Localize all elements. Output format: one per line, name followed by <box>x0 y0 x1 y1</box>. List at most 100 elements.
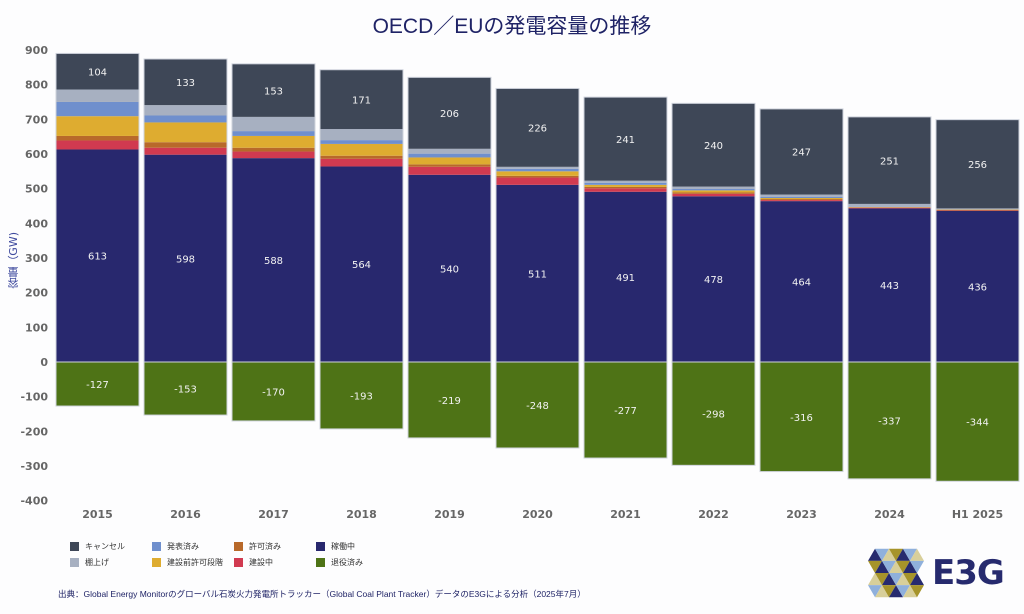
legend-label: キャンセル <box>85 541 125 551</box>
legend-item: 発表済み <box>152 539 234 553</box>
legend-item: キャンセル <box>70 539 152 553</box>
bar-segment-pre_permit <box>760 198 843 200</box>
bar-segment-operating <box>320 166 403 362</box>
bar-segment-retired <box>936 362 1019 482</box>
bar-segment-retired <box>232 362 315 421</box>
bar-segment-pre_permit <box>56 116 139 136</box>
legend-label: 棚上げ <box>85 557 109 567</box>
bar-segment-construction <box>496 177 579 185</box>
bar-segment-cancelled <box>584 97 667 181</box>
bar-segment-announced <box>144 115 227 123</box>
legend-swatch <box>152 541 161 551</box>
data-label-cancelled: 206 <box>440 109 459 120</box>
bar-segment-construction <box>144 147 227 155</box>
bar-segment-cancelled <box>56 53 139 90</box>
source-note: 出典：Global Energy Monitorのグローバル石炭火力発電所トラッ… <box>58 589 586 599</box>
x-tick-label: 2023 <box>786 508 817 521</box>
data-label-operating: 443 <box>880 281 899 292</box>
bar-segment-permitted <box>584 186 667 189</box>
bar-segment-pre_permit <box>584 184 667 187</box>
x-tick-label: 2022 <box>698 508 729 521</box>
bar-segment-cancelled <box>320 69 403 130</box>
legend-swatch <box>234 557 243 567</box>
x-tick-label: 2016 <box>170 508 201 521</box>
bar-outline <box>583 361 668 459</box>
data-label-operating: 564 <box>352 260 371 271</box>
bar-segment-announced <box>320 140 403 144</box>
bar-segment-pre_permit <box>232 135 315 148</box>
bar-segment-shelved <box>496 166 579 169</box>
logo-triangle <box>882 585 896 598</box>
data-label-operating: 613 <box>88 252 107 263</box>
bar-segment-pre_permit <box>672 190 755 193</box>
bar-segment-announced <box>232 131 315 136</box>
bar-segment-shelved <box>760 194 843 197</box>
bars <box>55 52 1020 482</box>
legend-swatch <box>70 557 79 567</box>
bar-segment-shelved <box>408 148 491 154</box>
logo-triangle <box>910 585 924 598</box>
hexagon-triangle-logo-icon <box>868 548 924 598</box>
bar-segment-operating <box>848 208 931 362</box>
logo-triangle <box>868 573 882 586</box>
logo-triangle <box>903 560 917 573</box>
bar-segment-retired <box>672 362 755 466</box>
logo-triangle <box>896 573 910 586</box>
bar-segment-retired <box>320 362 403 429</box>
x-tick-label: 2020 <box>522 508 553 521</box>
bar-segment-permitted <box>144 142 227 148</box>
bar-outline <box>671 361 756 466</box>
bar-segment-permitted <box>408 164 491 167</box>
bar-segment-cancelled <box>232 63 315 117</box>
logo-triangle <box>896 548 910 561</box>
logo-triangle <box>868 560 882 573</box>
data-label-retired: -153 <box>174 385 197 396</box>
bar-segment-permitted <box>496 175 579 178</box>
bar-segment-announced <box>760 196 843 199</box>
logo-triangle <box>889 560 903 573</box>
bar-outline <box>407 361 492 439</box>
legend: キャンセル 棚上げ 発表済み 建設前許可段階 許可済み 建設中 稼働中 退役済み <box>70 539 398 569</box>
data-label-retired: -344 <box>966 418 989 429</box>
data-label-cancelled: 240 <box>704 141 723 152</box>
bar-outline <box>759 361 844 473</box>
y-tick-label: -100 <box>20 391 48 404</box>
data-label-operating: 511 <box>528 269 547 280</box>
bar-segment-announced <box>56 101 139 117</box>
bar-segment-announced <box>496 168 579 172</box>
bar-segment-operating <box>408 174 491 362</box>
logo-triangle <box>889 573 903 586</box>
legend-item: 許可済み <box>234 539 316 553</box>
y-tick-label: -300 <box>20 460 48 473</box>
x-tick-label: 2024 <box>874 508 905 521</box>
legend-item: 退役済み <box>316 555 398 569</box>
y-tick-label: 800 <box>25 79 48 92</box>
data-label-retired: -193 <box>350 391 373 402</box>
logo-triangle <box>868 548 882 561</box>
bar-segment-operating <box>144 154 227 362</box>
logo-triangle <box>875 560 889 573</box>
y-tick-label: -400 <box>20 495 48 508</box>
bar-segment-retired <box>584 362 667 459</box>
data-label-cancelled: 256 <box>968 160 987 171</box>
logo-triangle <box>910 573 924 586</box>
y-axis-ticks: 900 800 700 600 500 400 300 200 100 0 -100 -200 -300… <box>20 44 48 508</box>
bar-segment-construction <box>760 200 843 202</box>
chart-title: OECD／EUの発電容量の推移 <box>372 15 652 38</box>
data-label-retired: -248 <box>526 401 549 412</box>
y-tick-label: 600 <box>25 148 48 161</box>
legend-label: 建設中 <box>249 557 273 567</box>
data-label-operating: 478 <box>704 275 723 286</box>
bar-segment-cancelled <box>408 77 491 149</box>
y-tick-label: 900 <box>25 44 48 57</box>
bar-segment-cancelled <box>848 116 931 204</box>
bar-segment-cancelled <box>936 119 1019 209</box>
bar-outline <box>143 361 228 416</box>
data-label-retired: -170 <box>262 387 285 398</box>
logo-triangle <box>903 548 917 561</box>
bar-segment-operating <box>760 201 843 362</box>
data-label-retired: -337 <box>878 416 901 427</box>
logo-triangle <box>896 585 910 598</box>
x-tick-label: 2021 <box>610 508 641 521</box>
